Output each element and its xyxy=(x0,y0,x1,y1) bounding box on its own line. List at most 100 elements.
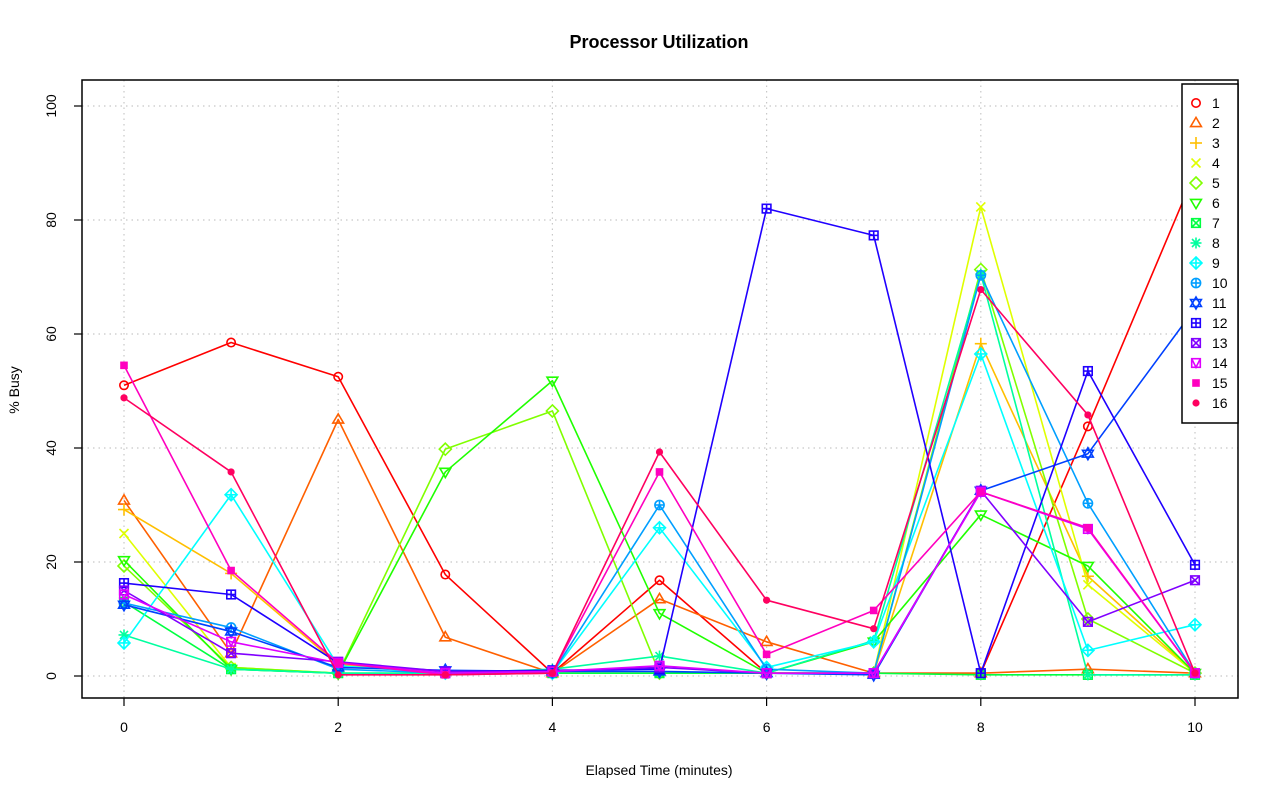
legend-item-7: 7 xyxy=(1190,215,1220,231)
plot-area xyxy=(116,167,1203,683)
x-axis-label: Elapsed Time (minutes) xyxy=(585,762,732,778)
legend-marker-7 xyxy=(1190,217,1202,229)
legend-label-5: 5 xyxy=(1212,175,1220,191)
legend-marker-4 xyxy=(1190,157,1202,169)
y-tick-label: 20 xyxy=(43,554,59,570)
data-point-6-9 xyxy=(1081,561,1095,574)
data-point-12-9 xyxy=(1082,365,1093,377)
legend-marker-6 xyxy=(1189,198,1203,211)
data-point-15-5 xyxy=(655,468,664,476)
data-point-9-0 xyxy=(116,635,132,651)
data-point-15-6 xyxy=(762,650,771,659)
data-point-1-2 xyxy=(333,371,344,382)
y-tick-label: 100 xyxy=(43,94,59,118)
data-point-15-0 xyxy=(120,361,128,370)
data-point-1-3 xyxy=(440,569,451,580)
data-point-9-5 xyxy=(652,520,667,535)
y-tick-label: 40 xyxy=(43,440,59,456)
legend-marker-2 xyxy=(1189,115,1203,128)
data-point-3-0 xyxy=(118,503,130,516)
x-tick-label: 0 xyxy=(120,719,128,735)
legend-marker-14 xyxy=(1190,357,1202,370)
x-tick-label: 2 xyxy=(334,719,342,735)
legend-item-8: 8 xyxy=(1190,235,1220,251)
legend-marker-11 xyxy=(1189,295,1203,311)
data-point-6-8 xyxy=(974,510,988,522)
legend-item-10: 10 xyxy=(1190,275,1228,291)
legend-label-15: 15 xyxy=(1212,375,1228,391)
y-tick-label: 60 xyxy=(43,326,59,342)
legend-label-1: 1 xyxy=(1212,95,1220,111)
data-point-2-3 xyxy=(438,630,453,642)
series-line-13 xyxy=(123,489,1196,674)
x-tick-label: 10 xyxy=(1187,719,1203,735)
legend-item-13: 13 xyxy=(1190,335,1228,351)
legend-marker-10 xyxy=(1190,277,1202,289)
data-point-6-3 xyxy=(438,467,453,480)
data-point-14-7 xyxy=(868,668,879,680)
series-16 xyxy=(120,285,1199,679)
data-point-2-6 xyxy=(759,634,774,647)
data-point-16-8 xyxy=(977,285,985,294)
legend-marker-5 xyxy=(1188,175,1204,191)
series-12 xyxy=(118,203,1201,679)
legend-item-15: 15 xyxy=(1192,375,1228,391)
legend-item-9: 9 xyxy=(1188,255,1220,271)
legend-marker-8 xyxy=(1190,237,1202,249)
legend-item-14: 14 xyxy=(1190,355,1228,371)
data-point-16-9 xyxy=(1084,411,1092,419)
series-line-14 xyxy=(123,491,1196,674)
legend-item-3: 3 xyxy=(1190,135,1220,151)
data-point-6-4 xyxy=(545,376,560,388)
data-point-10-5 xyxy=(654,499,665,511)
data-point-16-7 xyxy=(870,625,878,633)
legend-label-8: 8 xyxy=(1212,235,1220,251)
data-point-16-2 xyxy=(334,671,342,679)
data-point-6-0 xyxy=(117,555,131,568)
data-point-9-10 xyxy=(1187,617,1203,632)
data-point-12-10 xyxy=(1189,559,1201,570)
data-point-4-0 xyxy=(118,528,130,539)
data-point-1-5 xyxy=(654,575,665,586)
data-point-10-8 xyxy=(975,269,987,281)
series-15 xyxy=(120,361,1199,679)
data-point-2-5 xyxy=(652,591,667,604)
legend-item-16: 16 xyxy=(1192,395,1228,411)
legend-marker-3 xyxy=(1190,137,1202,149)
data-point-12-6 xyxy=(761,203,772,214)
series-line-9 xyxy=(123,353,1196,674)
data-point-9-7 xyxy=(866,634,881,649)
data-point-5-3 xyxy=(438,442,453,457)
legend-label-11: 11 xyxy=(1212,295,1227,311)
data-point-16-10 xyxy=(1191,669,1199,677)
legend-marker-16 xyxy=(1192,399,1200,407)
data-point-14-6 xyxy=(761,668,772,680)
data-point-16-6 xyxy=(763,596,771,604)
series-4 xyxy=(118,201,1201,679)
legend-item-4: 4 xyxy=(1190,155,1220,171)
data-point-15-7 xyxy=(869,606,878,615)
data-point-16-3 xyxy=(441,671,449,679)
data-point-9-8 xyxy=(973,346,988,362)
data-point-6-5 xyxy=(652,608,667,621)
data-point-16-0 xyxy=(120,394,128,402)
data-point-14-1 xyxy=(226,636,237,648)
data-point-16-4 xyxy=(548,669,557,677)
y-tick-label: 0 xyxy=(43,672,59,680)
series-line-12 xyxy=(123,207,1196,674)
data-point-5-4 xyxy=(545,403,560,419)
y-axis-label: % Busy xyxy=(6,366,22,413)
series-line-1 xyxy=(123,172,1196,674)
legend-item-12: 12 xyxy=(1190,315,1228,331)
data-point-15-1 xyxy=(227,566,235,575)
legend-label-10: 10 xyxy=(1212,275,1228,291)
x-tick-label: 4 xyxy=(549,719,557,735)
data-point-8-1 xyxy=(225,663,237,675)
data-point-1-0 xyxy=(119,380,130,391)
data-point-15-8 xyxy=(977,488,985,496)
legend-label-6: 6 xyxy=(1212,195,1220,211)
plot-frame xyxy=(81,79,1239,699)
data-point-11-9 xyxy=(1081,446,1095,462)
grid xyxy=(82,80,1238,698)
